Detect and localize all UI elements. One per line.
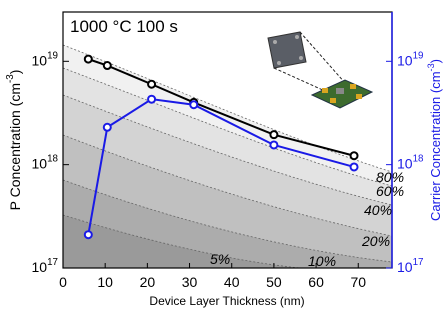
y-tick-label: 1019 <box>32 50 58 68</box>
x-tick-label: 10 <box>97 274 113 290</box>
y-tick-label: 1017 <box>32 257 58 275</box>
data-point <box>148 96 155 103</box>
y2-tick-label: 1017 <box>397 257 423 275</box>
data-point <box>351 163 358 170</box>
contour-label: 5% <box>210 251 230 267</box>
data-point <box>85 231 92 238</box>
y-tick-label: 1018 <box>32 154 59 172</box>
contour-bands <box>63 12 392 268</box>
x-tick-label: 60 <box>308 274 324 290</box>
x-tick-label: 40 <box>224 274 240 290</box>
data-point <box>270 141 277 148</box>
contour-label: 10% <box>308 253 336 269</box>
data-point <box>104 124 111 131</box>
data-point <box>270 131 277 138</box>
x-tick-label: 0 <box>59 274 67 290</box>
data-point <box>351 152 358 159</box>
x-axis-label: Device Layer Thickness (nm) <box>149 294 304 308</box>
contour-label: 40% <box>364 202 392 218</box>
chart-title: 1000 °C 100 s <box>70 17 178 36</box>
chart: 1000 °C 100 s Device Layer Thickness (nm… <box>0 0 447 310</box>
x-tick-label: 20 <box>140 274 156 290</box>
data-point <box>190 101 197 108</box>
x-tick-label: 30 <box>182 274 198 290</box>
data-point <box>148 81 155 88</box>
contour-label: 20% <box>361 233 390 249</box>
contour-label: 60% <box>376 183 404 199</box>
y2-tick-label: 1018 <box>397 154 424 172</box>
y-axis-label: P Concentration (cm-3) <box>5 70 23 211</box>
y2-axis-label: Carrier Concentration (cm-3) <box>426 59 443 221</box>
data-point <box>104 62 111 69</box>
x-tick-label: 70 <box>350 274 366 290</box>
y2-tick-label: 1019 <box>397 50 423 68</box>
data-point <box>85 56 92 63</box>
x-tick-label: 50 <box>266 274 282 290</box>
